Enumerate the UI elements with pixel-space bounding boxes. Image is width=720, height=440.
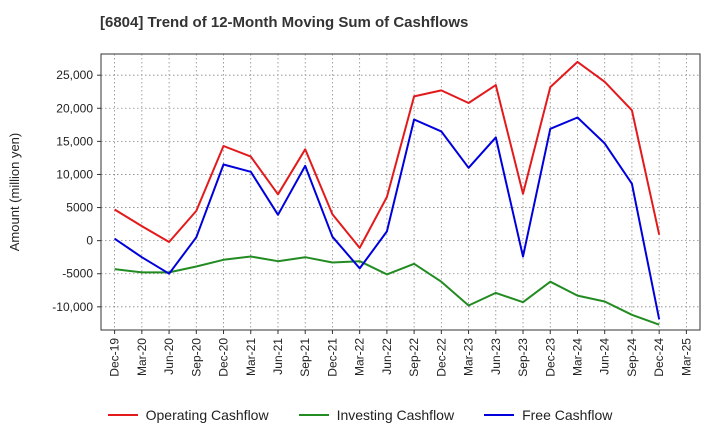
x-tick-label: Dec-20 (217, 338, 231, 377)
x-tick-label: Mar-25 (679, 338, 693, 376)
x-tick-label: Dec-19 (108, 338, 122, 377)
y-tick-label: 15,000 (56, 134, 93, 148)
legend-swatch (107, 414, 138, 416)
investing-cashflow-line (114, 255, 660, 326)
legend-label: Investing Cashflow (336, 407, 455, 423)
x-tick-label: Sep-21 (298, 338, 312, 377)
chart-title: [6804] Trend of 12-Month Moving Sum of C… (100, 14, 469, 31)
y-tick-label: 10,000 (56, 167, 93, 181)
x-tick-label: Mar-21 (244, 338, 258, 376)
legend-item-investing-cashflow: Investing Cashflow (298, 404, 455, 426)
x-tick-label: Jun-21 (271, 338, 285, 375)
free-cashflow-line (114, 116, 661, 320)
series-lines (114, 60, 661, 326)
tick-labels: -10,000 -5000 0 5000 10,000 15,000 20,000 25,00… (7, 68, 693, 377)
x-tick-label: Mar-20 (135, 338, 149, 376)
x-tick-label: Mar-23 (462, 338, 476, 376)
x-tick-label: Dec-24 (652, 338, 666, 377)
x-tick-label: Sep-24 (625, 338, 639, 377)
y-tick-label: -10,000 (52, 300, 93, 314)
operating-cashflow-line (114, 60, 661, 249)
y-axis-title: Amount (million yen) (7, 133, 22, 252)
legend-label: Free Cashflow (522, 407, 613, 423)
plot-frame (100, 53, 701, 331)
legend-swatch (484, 414, 515, 416)
legend-item-free-cashflow: Free Cashflow (484, 404, 612, 426)
x-tick-label: Jun-20 (162, 338, 176, 375)
y-tick-label: -5000 (62, 267, 93, 281)
x-tick-label: Jun-22 (380, 338, 394, 375)
x-tick-label: Dec-22 (434, 338, 448, 377)
y-tick-label: 5000 (66, 201, 93, 215)
legend: Operating Cashflow Investing Cashflow Free… (0, 404, 720, 426)
axes (97, 53, 701, 334)
legend-label: Operating Cashflow (145, 407, 269, 423)
x-tick-label: Dec-23 (543, 338, 557, 377)
y-tick-label: 25,000 (56, 68, 93, 82)
y-tick-label: 0 (86, 234, 93, 248)
x-tick-label: Sep-20 (189, 338, 203, 377)
x-tick-label: Mar-22 (353, 338, 367, 376)
legend-swatch (298, 414, 329, 416)
legend-item-operating-cashflow: Operating Cashflow (107, 404, 269, 426)
y-tick-label: 20,000 (56, 101, 93, 115)
x-tick-label: Sep-23 (516, 338, 530, 377)
x-tick-label: Mar-24 (570, 338, 584, 376)
x-tick-label: Sep-22 (407, 338, 421, 377)
x-tick-label: Jun-23 (489, 338, 503, 375)
x-tick-label: Dec-21 (325, 338, 339, 377)
x-tick-label: Jun-24 (598, 338, 612, 375)
grid-lines (101, 54, 700, 330)
